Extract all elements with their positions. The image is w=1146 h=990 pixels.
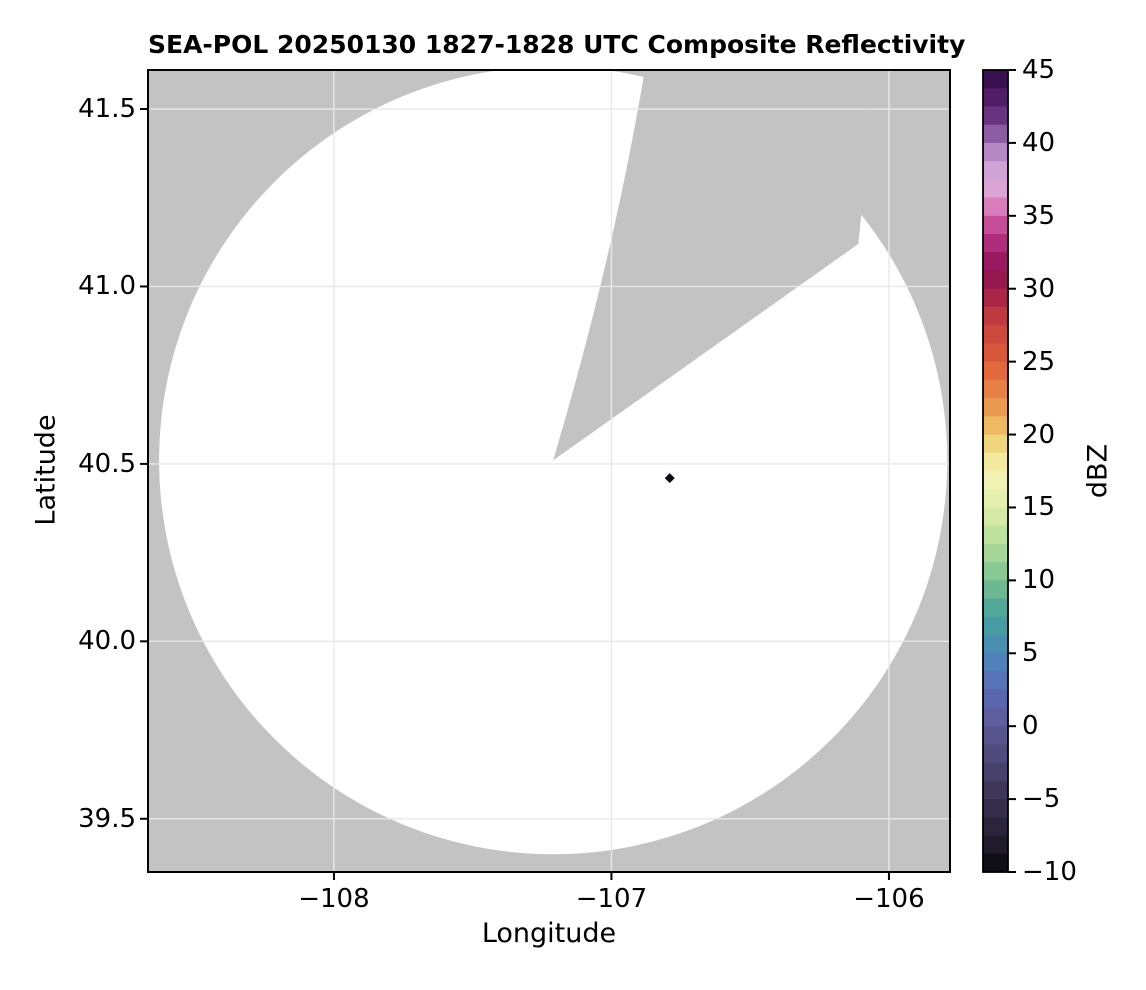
colorbar-block <box>983 270 1008 290</box>
blocked-sector-wedge <box>553 70 876 461</box>
colorbar-tick-label: 10 <box>1022 565 1056 596</box>
colorbar-block <box>983 616 1008 636</box>
colorbar-block <box>983 726 1008 745</box>
colorbar-block <box>983 835 1008 855</box>
colorbar-block <box>983 215 1008 235</box>
colorbar-block <box>983 799 1008 818</box>
colorbar-block <box>983 471 1008 490</box>
colorbar-block <box>983 817 1008 837</box>
y-tick-label: 40.0 <box>78 626 136 657</box>
plot-title: SEA-POL 20250130 1827-1828 UTC Composite… <box>148 30 966 59</box>
colorbar-block <box>983 507 1008 527</box>
colorbar-tick-label: 5 <box>1022 638 1039 669</box>
colorbar-block <box>983 142 1008 162</box>
colorbar-block <box>983 580 1008 600</box>
colorbar-tick-label: 45 <box>1022 55 1056 85</box>
colorbar-block <box>983 398 1008 417</box>
colorbar-label: dBZ <box>1082 443 1114 499</box>
colorbar-block <box>983 489 1008 508</box>
colorbar-tick-label: −5 <box>1022 784 1061 815</box>
y-tick-label: 41.0 <box>78 271 136 302</box>
colorbar-tick-label: 40 <box>1022 127 1056 158</box>
colorbar-block <box>983 197 1008 217</box>
colorbar-tick-label: 20 <box>1022 419 1056 450</box>
x-tick-label: −106 <box>853 884 925 914</box>
colorbar-block <box>983 343 1008 363</box>
y-tick-label: 40.5 <box>78 448 136 479</box>
colorbar-block <box>983 306 1008 326</box>
colorbar-block <box>983 379 1008 399</box>
colorbar-block <box>983 124 1008 144</box>
axes-spines <box>147 69 951 873</box>
colorbar-block <box>983 416 1008 436</box>
colorbar-block <box>983 234 1008 253</box>
colorbar-block <box>983 179 1008 199</box>
colorbar-block <box>983 671 1008 691</box>
colorbar-tick-label: 30 <box>1022 273 1056 304</box>
colorbar-block <box>983 452 1008 472</box>
colorbar-outline <box>982 69 1009 873</box>
colorbar-block <box>983 325 1008 344</box>
colorbar-block <box>983 562 1008 581</box>
colorbar-block <box>983 252 1008 271</box>
colorbar-tick-label: 25 <box>1022 346 1056 377</box>
colorbar-block <box>983 106 1008 126</box>
axes-area <box>148 70 950 872</box>
x-tick-label: −107 <box>575 884 648 914</box>
colorbar-block <box>983 525 1008 545</box>
colorbar-block <box>983 70 1008 89</box>
colorbar-block <box>983 434 1008 454</box>
y-tick-label: 41.5 <box>78 94 136 125</box>
colorbar-tick-label: 0 <box>1022 711 1039 742</box>
colorbar-block <box>983 161 1008 180</box>
colorbar-tick-label: −10 <box>1022 857 1077 887</box>
y-tick-label: 39.5 <box>78 803 136 834</box>
colorbar-block <box>983 543 1008 563</box>
x-axis-label: Longitude <box>481 918 617 949</box>
colorbar-block <box>983 780 1008 800</box>
colorbar-block <box>983 762 1008 782</box>
colorbar-block <box>983 707 1008 727</box>
colorbar-tick-label: 35 <box>1022 200 1056 231</box>
colorbar-tick-label: 15 <box>1022 492 1056 523</box>
colorbar-block <box>983 744 1008 764</box>
colorbar-block <box>983 88 1008 107</box>
colorbar-block <box>983 853 1008 873</box>
colorbar-block <box>983 361 1008 381</box>
echo-marker <box>664 473 675 484</box>
colorbar-block <box>983 689 1008 709</box>
x-tick-label: −108 <box>298 884 370 914</box>
colorbar-block <box>983 653 1008 672</box>
colorbar-block <box>983 635 1008 654</box>
colorbar-block <box>983 288 1008 308</box>
colorbar-block <box>983 598 1008 618</box>
